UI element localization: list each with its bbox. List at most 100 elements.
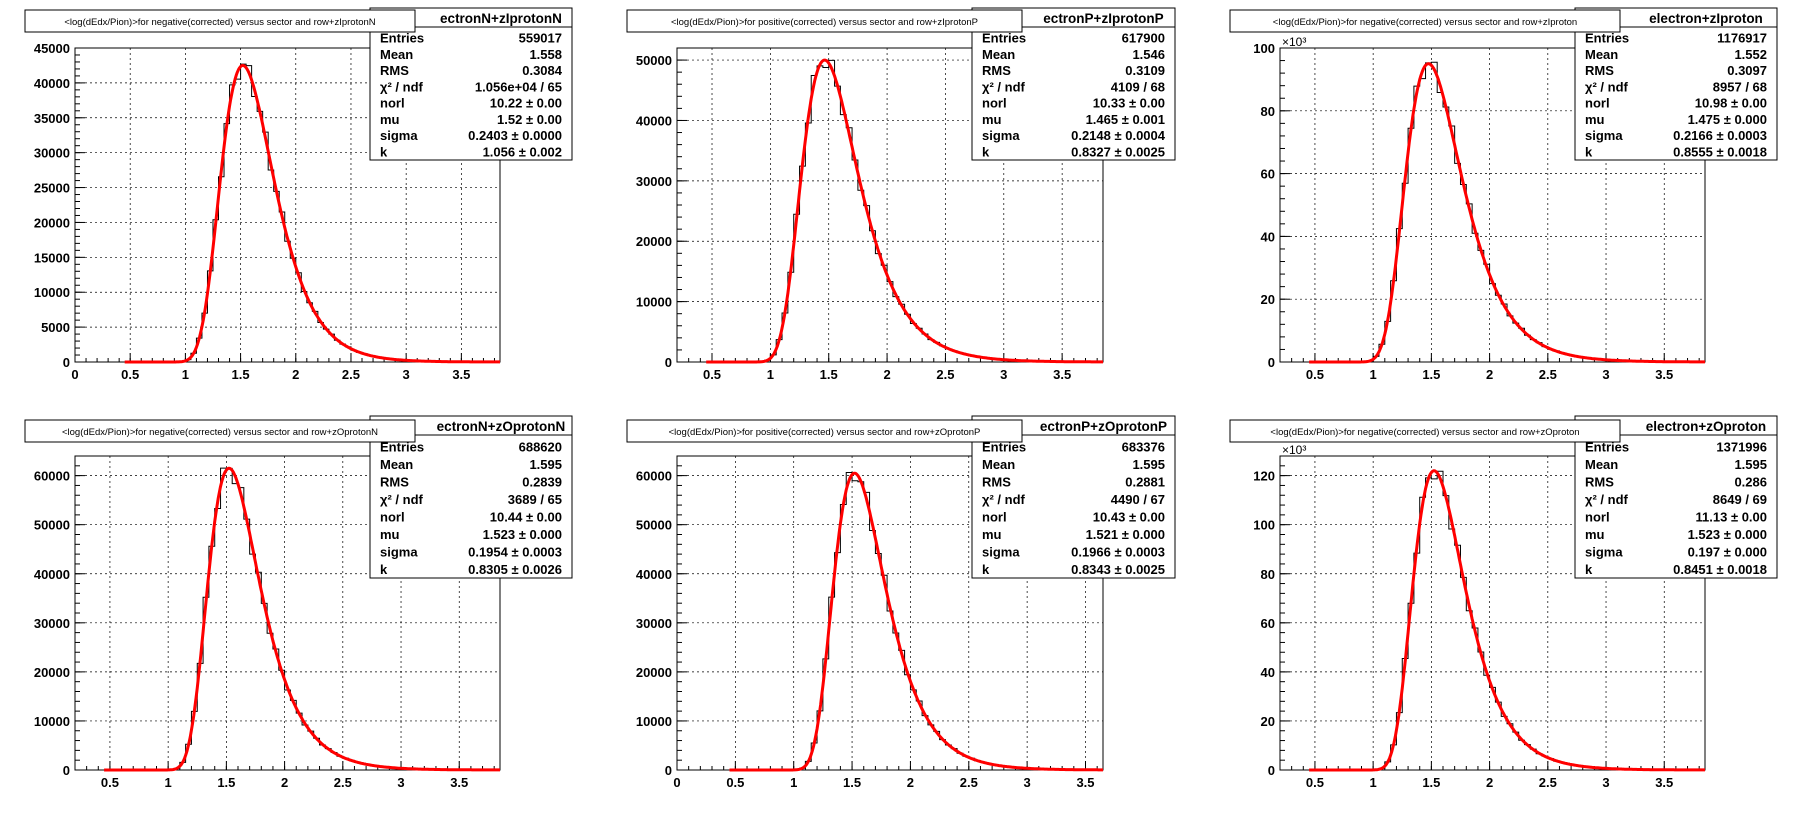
stats-label: mu [380, 112, 400, 127]
histogram-title: <log(dEdx/Pion)>for negative(corrected) … [1273, 17, 1577, 28]
x-tick-label: 1.5 [843, 775, 861, 790]
title-box [1229, 9, 1621, 33]
stats-histogram-name: ectronP+zIprotonP [1043, 11, 1163, 26]
stats-value: 1.595 [529, 457, 562, 472]
stats-label: k [1585, 562, 1593, 577]
stats-label: sigma [380, 545, 418, 560]
stats-value: 1.523 ± 0.000 [1688, 527, 1767, 542]
stats-value: 1.595 [1132, 457, 1165, 472]
histogram-pad: 0.5 1 1.5 2 2.5 3 3.5 0 10000 20000 30000 40000 5000… [24, 415, 573, 790]
y-tick-label: 30000 [34, 146, 70, 161]
stats-histogram-name: ectronN+zOprotonN [437, 419, 566, 434]
stats-value: 1.52 ± 0.00 [497, 112, 562, 127]
stats-value: 1.056e+04 / 65 [475, 79, 562, 94]
stats-label: mu [1585, 112, 1605, 127]
y-tick-label: 10000 [34, 714, 70, 729]
y-tick-label: 0 [63, 355, 70, 370]
stats-histogram-name: electron+zIproton [1649, 11, 1763, 26]
stats-label: Mean [982, 457, 1015, 472]
x-tick-label: 3.5 [450, 775, 468, 790]
x-tick-label: 0.5 [1306, 367, 1324, 382]
y-tick-label: 40 [1261, 665, 1275, 680]
stats-label: k [380, 144, 388, 159]
stats-value: 1176917 [1717, 31, 1767, 46]
y-tick-label: 10000 [34, 285, 70, 300]
stats-value: 1.552 [1734, 47, 1767, 62]
stats-label: RMS [982, 475, 1011, 490]
y-tick-label: 100 [1253, 41, 1275, 56]
plot-frame [74, 47, 501, 363]
stats-value: 0.3097 [1727, 63, 1767, 78]
stats-value: 0.2148 ± 0.0004 [1071, 128, 1166, 143]
stats-label: χ² / ndf [982, 492, 1026, 507]
y-tick-label: 40 [1261, 229, 1275, 244]
histogram-title: <log(dEdx/Pion)>for negative(corrected) … [64, 17, 375, 28]
x-tick-label: 1 [767, 367, 774, 382]
stats-value: 10.44 ± 0.00 [490, 510, 562, 525]
stats-value: 0.286 [1734, 475, 1767, 490]
stats-label: χ² / ndf [380, 492, 424, 507]
stats-label: norl [982, 96, 1007, 111]
stats-label: mu [982, 112, 1002, 127]
stats-box [1574, 7, 1778, 161]
title-box [1229, 419, 1621, 443]
stats-value: 0.8451 ± 0.0018 [1673, 562, 1767, 577]
x-tick-label: 1.5 [217, 775, 235, 790]
y-tick-label: 45000 [34, 41, 70, 56]
stats-label: Entries [1585, 31, 1629, 46]
x-tick-label: 0 [71, 367, 78, 382]
stats-label: RMS [380, 63, 409, 78]
stats-value: 11.13 ± 0.00 [1696, 510, 1767, 525]
stats-label: χ² / ndf [982, 79, 1026, 94]
histogram-pad: 0 0.5 1 1.5 2 2.5 3 3.5 0 5000 10000 15000 20000 2500… [24, 7, 573, 382]
stats-value: 559017 [519, 31, 562, 46]
stats-label: RMS [982, 63, 1011, 78]
stats-label: χ² / ndf [1585, 492, 1629, 507]
x-tick-label: 2.5 [1539, 775, 1557, 790]
title-box [626, 9, 1023, 33]
x-tick-label: 1 [790, 775, 797, 790]
histogram-pad: 0.5 1 1.5 2 2.5 3 3.5 0 20 40 60 80 100 120 ×10³ electr… [1229, 415, 1778, 790]
x-tick-label: 0.5 [121, 367, 139, 382]
stats-value: 1.475 ± 0.000 [1688, 112, 1767, 127]
x-tick-label: 0 [673, 775, 680, 790]
y-tick-label: 20000 [34, 665, 70, 680]
stats-label: norl [982, 510, 1007, 525]
stats-label: sigma [982, 128, 1020, 143]
y-tick-label: 0 [665, 763, 672, 778]
fit-curve [729, 471, 1104, 772]
y-tick-label: 40000 [34, 76, 70, 91]
stats-value: 1.546 [1132, 47, 1165, 62]
stats-value: 0.1966 ± 0.0003 [1071, 545, 1165, 560]
y-tick-label: 60000 [34, 469, 70, 484]
x-tick-label: 1 [1370, 775, 1377, 790]
y-tick-label: 35000 [34, 111, 70, 126]
y-tick-label: 100 [1253, 518, 1275, 533]
y-tick-label: 30000 [34, 616, 70, 631]
histogram-pad: 0.5 1 1.5 2 2.5 3 3.5 0 10000 20000 30000 40000 5000… [626, 7, 1176, 382]
title-box [626, 419, 1023, 443]
stats-histogram-name: ectronP+zOprotonP [1040, 419, 1167, 434]
y-tick-label: 80 [1261, 567, 1275, 582]
x-tick-label: 3 [1602, 367, 1609, 382]
fit-curve [1308, 62, 1706, 364]
stats-label: Mean [1585, 457, 1618, 472]
x-tick-label: 2.5 [1539, 367, 1557, 382]
stats-label: Entries [982, 440, 1026, 455]
stats-box [369, 7, 573, 161]
stats-value: 0.8327 ± 0.0025 [1071, 144, 1165, 159]
y-tick-label: 10000 [636, 714, 672, 729]
stats-label: χ² / ndf [1585, 79, 1629, 94]
histogram-pad: 0 0.5 1 1.5 2 2.5 3 3.5 0 10000 20000 30000 40000 500… [626, 415, 1176, 790]
y-tick-label: 25000 [34, 181, 70, 196]
x-tick-label: 3.5 [1076, 775, 1094, 790]
y-tick-label: 10000 [636, 295, 672, 310]
y-tick-label: 20 [1261, 292, 1275, 307]
x-tick-label: 3 [1000, 367, 1007, 382]
stats-label: Entries [982, 31, 1026, 46]
stats-value: 4490 / 67 [1111, 492, 1165, 507]
stats-label: Mean [1585, 47, 1618, 62]
x-tick-label: 2 [1486, 367, 1493, 382]
y-tick-label: 5000 [41, 320, 70, 335]
